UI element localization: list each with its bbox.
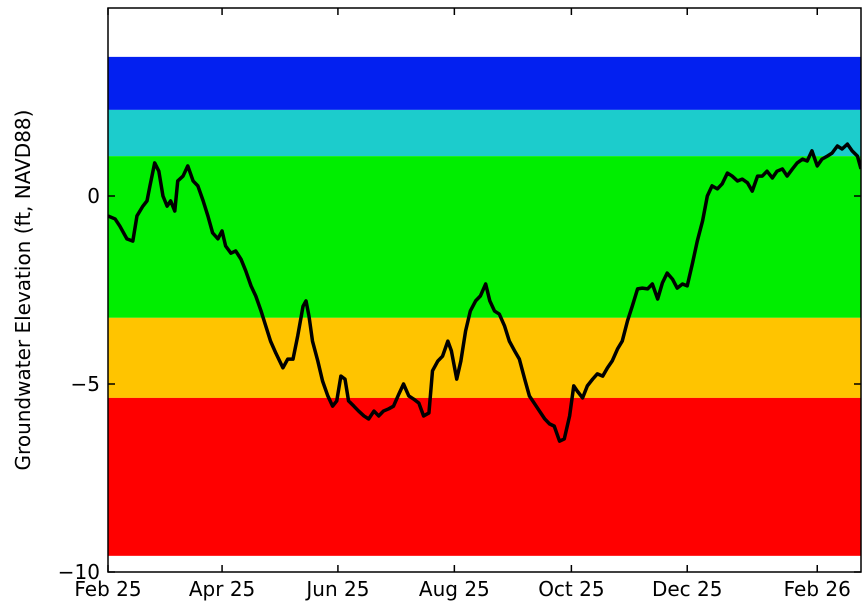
plot-frame [107, 7, 862, 573]
x-tick-label: Feb 25 [74, 577, 141, 601]
y-tick-label: 0 [87, 184, 100, 208]
threshold-band [108, 56, 861, 110]
x-tick-label: Dec 25 [652, 577, 723, 601]
y-tick-label: −5 [71, 372, 100, 396]
threshold-band [108, 317, 861, 398]
data-line [108, 142, 861, 443]
threshold-band [108, 109, 861, 157]
x-tick-label: Oct 25 [538, 577, 604, 601]
x-tick-label: Jun 25 [304, 577, 369, 601]
x-tick-label: Aug 25 [419, 577, 490, 601]
y-axis-label: Groundwater Elevation (ft, NAVD88) [11, 110, 35, 471]
x-tick-label: Apr 25 [189, 577, 255, 601]
y-tick-label: −10 [58, 560, 100, 584]
threshold-band [108, 397, 861, 556]
x-tick-label: Feb 26 [784, 577, 851, 601]
threshold-band [108, 156, 861, 318]
